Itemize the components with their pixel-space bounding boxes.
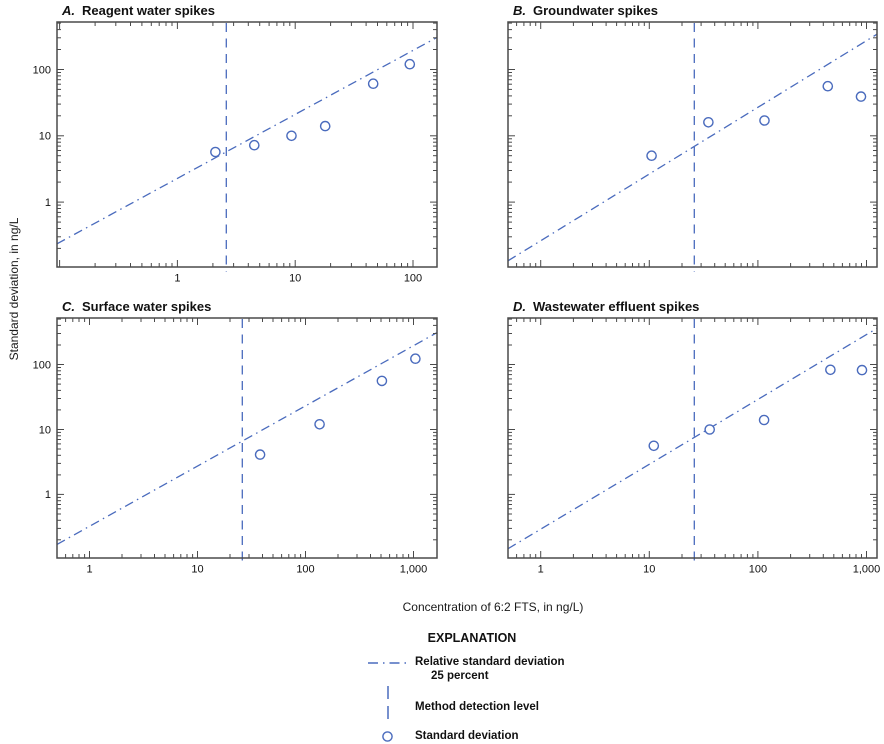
x-tick-label: 1 <box>174 273 180 285</box>
panel-A: 1 10 100 1 10 100 A. Reagent water spikes <box>33 3 438 285</box>
data-point <box>376 375 388 387</box>
x-tick-label: 1 <box>538 564 544 576</box>
x-tick-label: 100 <box>404 273 422 285</box>
dash-dot-line-icon <box>368 662 410 664</box>
explanation-title: EXPLANATION <box>427 631 517 645</box>
y-tick-label: 10 <box>39 424 51 436</box>
panel-letter: D. <box>513 299 526 314</box>
y-axis-title: Standard deviation, in ng/L <box>7 217 21 361</box>
x-axis-title: Concentration of 6:2 FTS, in ng/L) <box>402 600 584 614</box>
panel-D: 1 10 100 1,000 D. Wastewater effluent spikes <box>507 299 881 576</box>
y-tick-label: 100 <box>33 359 51 371</box>
data-point <box>855 91 867 102</box>
data-point <box>825 364 836 376</box>
data-point <box>704 424 716 435</box>
data-point <box>856 364 868 376</box>
panel-C: 1 10 100 1,000 1 10 100 C. Surface water spikes <box>33 299 438 576</box>
plot-frame <box>507 21 878 268</box>
data-point <box>646 150 657 161</box>
data-point <box>286 130 297 142</box>
x-tick-label: 1,000 <box>400 564 428 576</box>
rsd-legend-label: Relative standard deviation <box>415 656 565 668</box>
panel-title-text: Groundwater spikes <box>533 3 658 18</box>
panel-title: B. Groundwater spikes <box>513 3 658 18</box>
mdl-legend-label: Method detection level <box>415 701 539 713</box>
rsd-25-percent-line <box>507 33 878 262</box>
x-tick-label: 10 <box>289 273 301 285</box>
data-point <box>248 139 260 151</box>
data-point <box>410 353 421 365</box>
plot-frame <box>56 21 438 268</box>
data-point <box>759 115 770 126</box>
panel-title: C. Surface water spikes <box>62 299 211 314</box>
open-circle-icon <box>382 731 393 742</box>
data-point <box>210 146 221 158</box>
x-tick-label: 100 <box>749 564 767 576</box>
panel-title-text: Reagent water spikes <box>82 3 215 18</box>
panel-title-text: Surface water spikes <box>82 299 211 314</box>
panel-letter: C. <box>62 299 75 314</box>
data-point <box>319 120 331 132</box>
vertical-dashed-line-icon <box>387 686 389 722</box>
data-point <box>822 80 834 92</box>
panel-letter: A. <box>61 3 75 18</box>
x-tick-label: 10 <box>643 564 655 576</box>
data-point <box>367 78 379 89</box>
data-point <box>703 117 714 128</box>
plot-frame <box>56 317 438 559</box>
plot-frame <box>507 317 878 559</box>
rsd-25-percent-line <box>56 36 438 245</box>
panel-title: A. Reagent water spikes <box>61 3 215 18</box>
data-point <box>648 440 660 452</box>
panel-B: B. Groundwater spikes <box>507 3 878 272</box>
x-tick-label: 1,000 <box>853 564 881 576</box>
panel-title: D. Wastewater effluent spikes <box>513 299 699 314</box>
data-point <box>314 418 325 430</box>
y-tick-label: 100 <box>33 64 51 76</box>
rsd-25-percent-line <box>56 332 438 545</box>
panel-title-text: Wastewater effluent spikes <box>533 299 699 314</box>
data-point <box>404 58 416 70</box>
sd-legend-label: Standard deviation <box>415 730 519 742</box>
data-point <box>758 414 770 426</box>
panel-letter: B. <box>513 3 526 18</box>
rsd-25-percent-line <box>507 327 878 550</box>
y-tick-label: 1 <box>45 197 51 209</box>
x-tick-label: 1 <box>86 564 92 576</box>
data-point <box>254 449 266 460</box>
x-tick-label: 100 <box>296 564 314 576</box>
y-tick-label: 1 <box>45 489 51 501</box>
y-tick-label: 10 <box>39 131 51 143</box>
x-tick-label: 10 <box>191 564 203 576</box>
rsd-legend-label-line2: 25 percent <box>431 670 489 682</box>
